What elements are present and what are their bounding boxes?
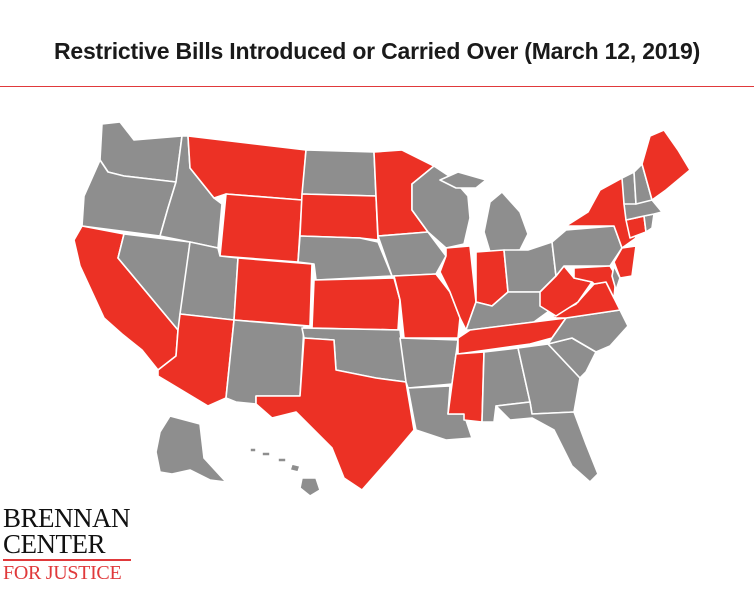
- brennan-center-logo: BRENNAN CENTER FOR JUSTICE: [3, 505, 133, 584]
- state-fl[interactable]: [495, 401, 599, 483]
- state-il[interactable]: [439, 245, 477, 331]
- state-tx[interactable]: [255, 337, 415, 491]
- logo-line-3: FOR JUSTICE: [3, 562, 122, 584]
- state-ne[interactable]: [297, 235, 393, 281]
- logo-divider: [3, 559, 131, 561]
- map-title: Restrictive Bills Introduced or Carried …: [53, 38, 701, 64]
- state-ri[interactable]: [643, 213, 655, 233]
- state-nj[interactable]: [613, 245, 637, 279]
- title-divider: [0, 86, 754, 87]
- state-nd[interactable]: [301, 149, 377, 197]
- state-me[interactable]: [641, 129, 691, 201]
- state-co[interactable]: [233, 257, 313, 327]
- state-hi[interactable]: [249, 447, 321, 497]
- logo-line-1: BRENNAN: [3, 503, 131, 533]
- state-mo[interactable]: [393, 273, 461, 339]
- logo-line-2: CENTER: [3, 529, 106, 559]
- state-nc[interactable]: [547, 309, 629, 353]
- state-de[interactable]: [611, 265, 621, 291]
- state-wy[interactable]: [219, 193, 303, 263]
- state-nm[interactable]: [225, 319, 305, 405]
- state-la[interactable]: [407, 385, 473, 441]
- state-ak[interactable]: [155, 415, 227, 483]
- state-mi[interactable]: [439, 171, 529, 253]
- state-ks[interactable]: [311, 277, 401, 331]
- state-md[interactable]: [573, 265, 617, 299]
- state-ar[interactable]: [399, 337, 459, 389]
- state-sd[interactable]: [299, 193, 379, 241]
